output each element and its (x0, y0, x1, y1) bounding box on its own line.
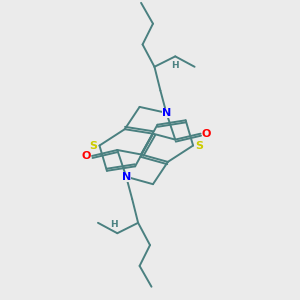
Text: O: O (202, 129, 211, 139)
Text: H: H (172, 61, 179, 70)
Text: N: N (122, 172, 131, 182)
Text: O: O (81, 151, 91, 161)
Text: S: S (89, 140, 98, 151)
Text: H: H (110, 220, 118, 229)
Text: N: N (162, 108, 171, 118)
Text: S: S (195, 140, 203, 151)
